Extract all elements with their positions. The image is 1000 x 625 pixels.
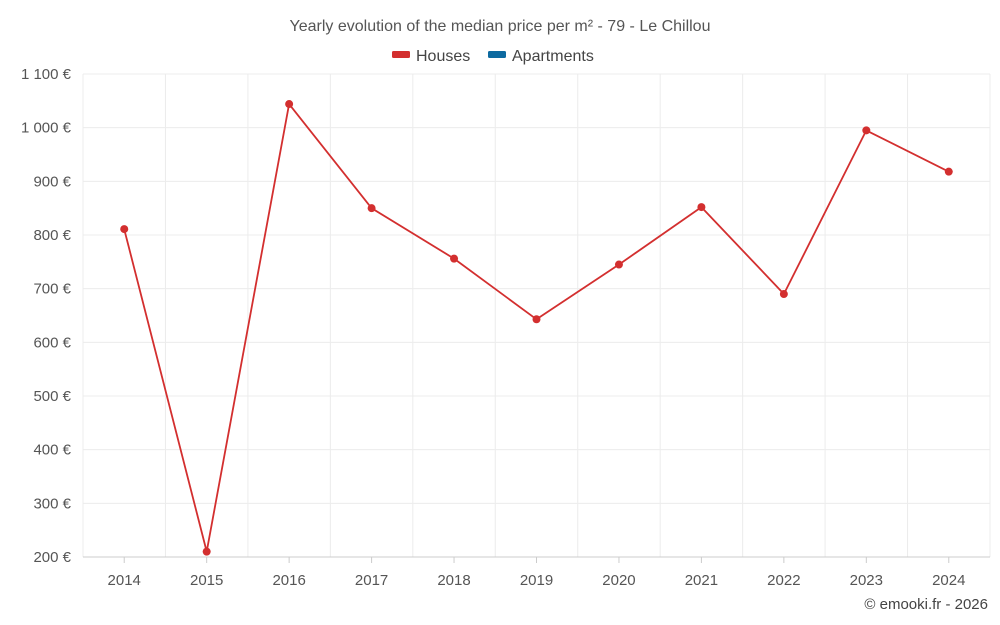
- y-axis-ticks: 200 € 300 € 400 € 500 € 600 € 700 € 800 € 900 €…: [21, 66, 72, 566]
- credit-text: © emooki.fr - 2026: [864, 596, 988, 613]
- x-tick-label: 2017: [355, 572, 388, 589]
- y-tick-label: 1 000 €: [21, 120, 72, 137]
- x-tick-label: 2023: [850, 572, 883, 589]
- data-point-houses[interactable]: [450, 254, 459, 263]
- x-axis-ticks: 2014 2015 2016 2017 2018 2019 2020 2021 2022 2023…: [108, 557, 965, 589]
- y-tick-label: 500 €: [33, 388, 71, 405]
- y-tick-label: 400 €: [33, 442, 71, 459]
- data-point-houses[interactable]: [532, 315, 541, 324]
- data-point-houses[interactable]: [614, 260, 623, 269]
- data-point-houses[interactable]: [779, 290, 788, 299]
- y-tick-label: 300 €: [33, 495, 71, 512]
- legend-label-houses[interactable]: Houses: [416, 48, 470, 65]
- y-tick-label: 1 100 €: [21, 66, 72, 83]
- x-tick-label: 2021: [685, 572, 718, 589]
- data-point-houses[interactable]: [202, 547, 211, 556]
- series-houses: [120, 100, 953, 556]
- data-point-houses[interactable]: [862, 126, 871, 135]
- chart-title: Yearly evolution of the median price per…: [290, 18, 711, 35]
- y-tick-label: 800 €: [33, 227, 71, 244]
- y-tick-label: 200 €: [33, 549, 71, 566]
- x-tick-label: 2015: [190, 572, 223, 589]
- x-tick-label: 2016: [272, 572, 305, 589]
- legend-label-apartments[interactable]: Apartments: [512, 48, 594, 65]
- y-tick-label: 600 €: [33, 334, 71, 351]
- y-tick-label: 700 €: [33, 281, 71, 298]
- x-tick-label: 2024: [932, 572, 965, 589]
- legend: Houses Apartments: [392, 48, 594, 65]
- x-tick-label: 2019: [520, 572, 553, 589]
- data-point-houses[interactable]: [285, 100, 294, 109]
- data-point-houses[interactable]: [120, 225, 129, 234]
- x-tick-label: 2022: [767, 572, 800, 589]
- legend-swatch-houses[interactable]: [392, 51, 410, 58]
- x-tick-label: 2014: [108, 572, 141, 589]
- grid-lines: [82, 73, 991, 558]
- x-tick-label: 2020: [602, 572, 635, 589]
- data-point-houses[interactable]: [697, 203, 706, 212]
- data-point-houses[interactable]: [367, 204, 376, 213]
- data-point-houses[interactable]: [944, 167, 953, 176]
- x-tick-label: 2018: [437, 572, 470, 589]
- y-tick-label: 900 €: [33, 173, 71, 190]
- legend-swatch-apartments[interactable]: [488, 51, 506, 58]
